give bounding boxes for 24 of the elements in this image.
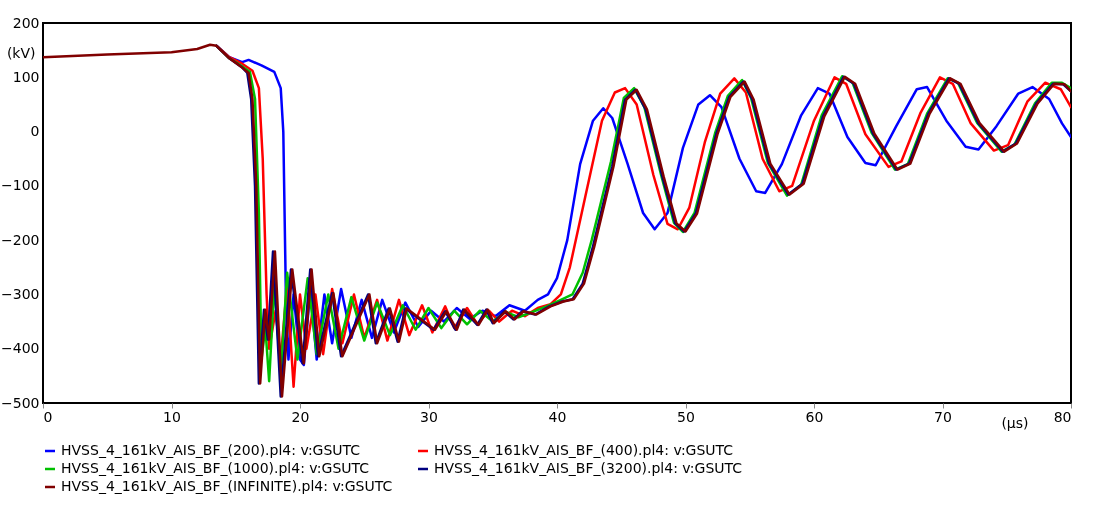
legend-label: HVSS_4_161kV_AIS_BF_(3200).pl4: v:GSUTC [434, 460, 743, 476]
legend-label: HVSS_4_161kV_AIS_BF_(400).pl4: v:GSUTC [434, 442, 734, 458]
legend-label: HVSS_4_161kV_AIS_BF_(200).pl4: v:GSUTC [61, 442, 361, 458]
x-tick-label: 40 [548, 408, 567, 425]
legend-label: HVSS_4_161kV_AIS_BF_(1000).pl4: v:GSUTC [61, 460, 370, 476]
x-tick-label: 10 [163, 408, 181, 425]
x-tick-label: 70 [934, 408, 952, 425]
y-axis-title: (kV) [6, 44, 36, 61]
legend-label: HVSS_4_161kV_AIS_BF_(INFINITE).pl4: v:GSUTC [61, 478, 393, 494]
x-tick-label: 20 [291, 408, 310, 425]
y-tick-label: −500 [1, 394, 40, 411]
y-tick-label: 0 [30, 123, 40, 140]
x-tick-label: 0 [43, 408, 53, 425]
x-tick-label: 80 [1053, 408, 1072, 425]
x-tick-label: 30 [420, 408, 438, 425]
y-tick-label: 100 [12, 68, 40, 85]
x-axis-title: (µs) [1001, 414, 1029, 431]
x-tick-label: 60 [805, 408, 824, 425]
y-tick-label: −200 [1, 231, 40, 248]
y-tick-label: −400 [1, 340, 40, 357]
y-tick-label: −300 [1, 285, 40, 302]
y-tick-label: 200 [12, 14, 40, 31]
x-tick-label: 50 [677, 408, 695, 425]
y-tick-label: −100 [1, 177, 40, 194]
